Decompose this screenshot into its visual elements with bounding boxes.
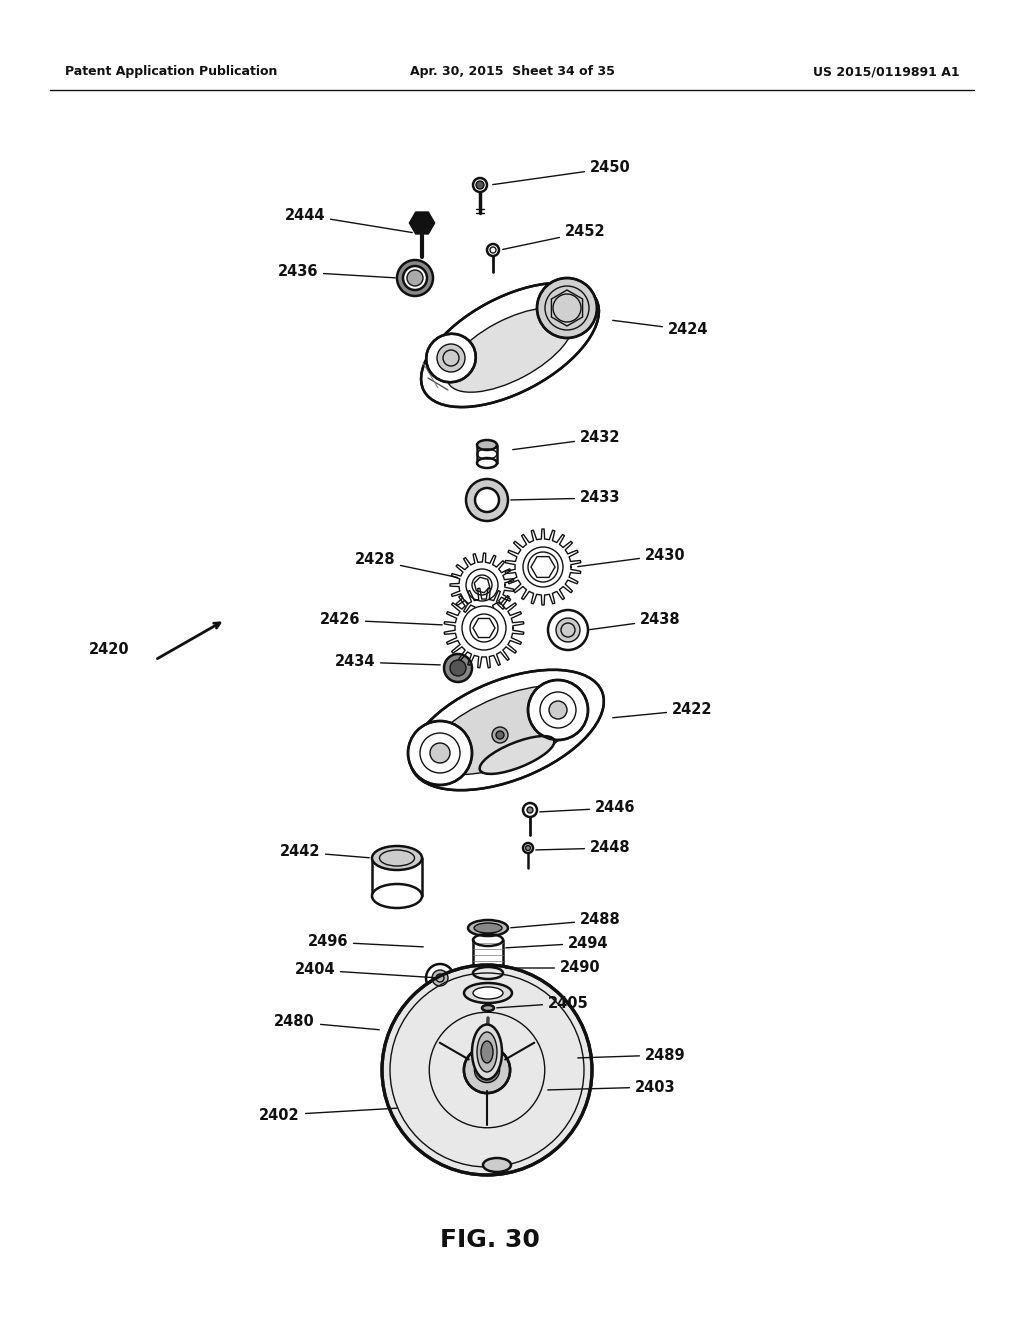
Text: 2428: 2428 [354, 553, 458, 577]
Text: 2422: 2422 [612, 702, 713, 718]
Text: 2426: 2426 [319, 612, 442, 627]
Text: 2402: 2402 [259, 1107, 397, 1122]
Ellipse shape [464, 983, 512, 1003]
Ellipse shape [421, 282, 599, 407]
Polygon shape [505, 529, 581, 605]
Ellipse shape [372, 846, 422, 870]
Circle shape [444, 653, 472, 682]
Circle shape [466, 479, 508, 521]
Circle shape [450, 660, 466, 676]
Circle shape [548, 610, 588, 649]
Text: 2438: 2438 [590, 612, 681, 630]
Text: 2494: 2494 [506, 936, 608, 950]
Text: 2496: 2496 [307, 935, 423, 949]
Circle shape [403, 267, 427, 290]
Circle shape [475, 488, 499, 512]
Text: FIG. 30: FIG. 30 [440, 1228, 540, 1251]
Text: 2488: 2488 [511, 912, 621, 928]
Circle shape [476, 181, 484, 189]
Circle shape [496, 731, 504, 739]
Ellipse shape [428, 685, 586, 775]
Circle shape [462, 606, 506, 649]
Circle shape [537, 279, 597, 338]
Circle shape [556, 618, 580, 642]
Text: 2446: 2446 [540, 800, 636, 816]
Circle shape [407, 271, 423, 286]
Circle shape [523, 843, 534, 853]
Circle shape [525, 846, 530, 850]
Ellipse shape [474, 923, 502, 933]
Circle shape [437, 345, 465, 372]
Text: 2442: 2442 [280, 845, 370, 859]
Ellipse shape [481, 1041, 493, 1063]
Text: 2403: 2403 [548, 1080, 676, 1094]
Text: 2436: 2436 [278, 264, 395, 280]
Text: 2432: 2432 [513, 430, 621, 450]
Ellipse shape [411, 669, 604, 791]
Polygon shape [444, 589, 524, 668]
Circle shape [549, 701, 567, 719]
Text: US 2015/0119891 A1: US 2015/0119891 A1 [813, 66, 961, 78]
Ellipse shape [477, 440, 497, 450]
Ellipse shape [473, 987, 503, 999]
Ellipse shape [477, 1032, 497, 1072]
Circle shape [382, 965, 592, 1175]
Circle shape [464, 1047, 510, 1093]
Text: 2430: 2430 [578, 548, 686, 566]
Ellipse shape [479, 737, 554, 774]
Text: 2434: 2434 [335, 655, 440, 669]
Ellipse shape [482, 1005, 494, 1011]
Circle shape [474, 1057, 500, 1082]
Circle shape [528, 680, 588, 741]
Text: 2452: 2452 [503, 224, 605, 249]
Polygon shape [410, 213, 434, 234]
Circle shape [430, 743, 450, 763]
Ellipse shape [468, 920, 508, 936]
Ellipse shape [472, 1024, 502, 1080]
Text: 2433: 2433 [511, 491, 621, 506]
Text: 2420: 2420 [89, 643, 130, 657]
Text: 2424: 2424 [612, 321, 709, 338]
Circle shape [492, 727, 508, 743]
Ellipse shape [446, 308, 573, 392]
Circle shape [473, 178, 487, 191]
Circle shape [397, 260, 433, 296]
Text: 2448: 2448 [536, 841, 631, 855]
Ellipse shape [426, 334, 476, 383]
Text: Patent Application Publication: Patent Application Publication [65, 66, 278, 78]
Text: 2405: 2405 [497, 995, 589, 1011]
Ellipse shape [477, 458, 497, 469]
Circle shape [527, 807, 534, 813]
Text: 2444: 2444 [285, 207, 413, 232]
Text: 2450: 2450 [493, 161, 631, 185]
Polygon shape [450, 553, 514, 616]
Text: Apr. 30, 2015  Sheet 34 of 35: Apr. 30, 2015 Sheet 34 of 35 [410, 66, 614, 78]
Circle shape [523, 546, 563, 587]
Circle shape [466, 569, 498, 601]
Circle shape [487, 244, 499, 256]
Circle shape [432, 970, 449, 986]
Text: 2480: 2480 [274, 1015, 379, 1030]
Circle shape [523, 803, 537, 817]
Text: 2404: 2404 [294, 962, 437, 978]
Ellipse shape [483, 1158, 511, 1172]
Circle shape [408, 721, 472, 785]
Text: 2489: 2489 [578, 1048, 686, 1063]
Circle shape [426, 964, 454, 993]
Ellipse shape [372, 884, 422, 908]
Text: 2490: 2490 [506, 961, 601, 975]
